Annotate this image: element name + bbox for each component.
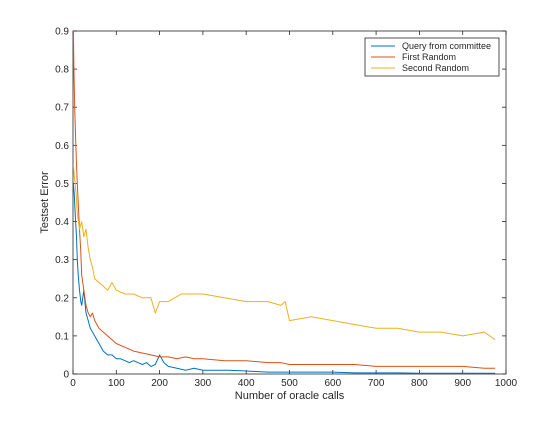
y-tick-label: 0 <box>63 370 69 381</box>
y-tick-label: 0.1 <box>55 331 69 342</box>
y-tick-label: 0.4 <box>55 217 69 228</box>
x-tick-label: 0 <box>70 378 76 389</box>
x-tick-label: 1000 <box>495 378 518 389</box>
y-tick-label: 0.2 <box>55 293 69 304</box>
x-tick-label: 100 <box>108 378 125 389</box>
y-tick-label: 0.6 <box>55 141 69 152</box>
x-tick-label: 300 <box>195 378 212 389</box>
legend-label: Query from committee <box>402 41 491 51</box>
plot-area <box>73 31 506 374</box>
x-tick-label: 400 <box>238 378 255 389</box>
x-tick-label: 900 <box>454 378 471 389</box>
y-tick-label: 0.8 <box>55 65 69 76</box>
x-tick-label: 500 <box>281 378 298 389</box>
y-axis-label: Testset Error <box>39 171 51 234</box>
x-tick-label: 800 <box>411 378 428 389</box>
x-axis-label: Number of oracle calls <box>235 390 345 402</box>
y-tick-label: 0.7 <box>55 103 69 114</box>
legend-label: Second Random <box>402 63 469 73</box>
legend-label: First Random <box>402 52 456 62</box>
x-tick-label: 200 <box>151 378 168 389</box>
x-tick-label: 700 <box>368 378 385 389</box>
y-tick-label: 0.9 <box>55 27 69 38</box>
x-tick-label: 600 <box>324 378 341 389</box>
y-tick-label: 0.5 <box>55 179 69 190</box>
y-tick-label: 0.3 <box>55 255 69 266</box>
